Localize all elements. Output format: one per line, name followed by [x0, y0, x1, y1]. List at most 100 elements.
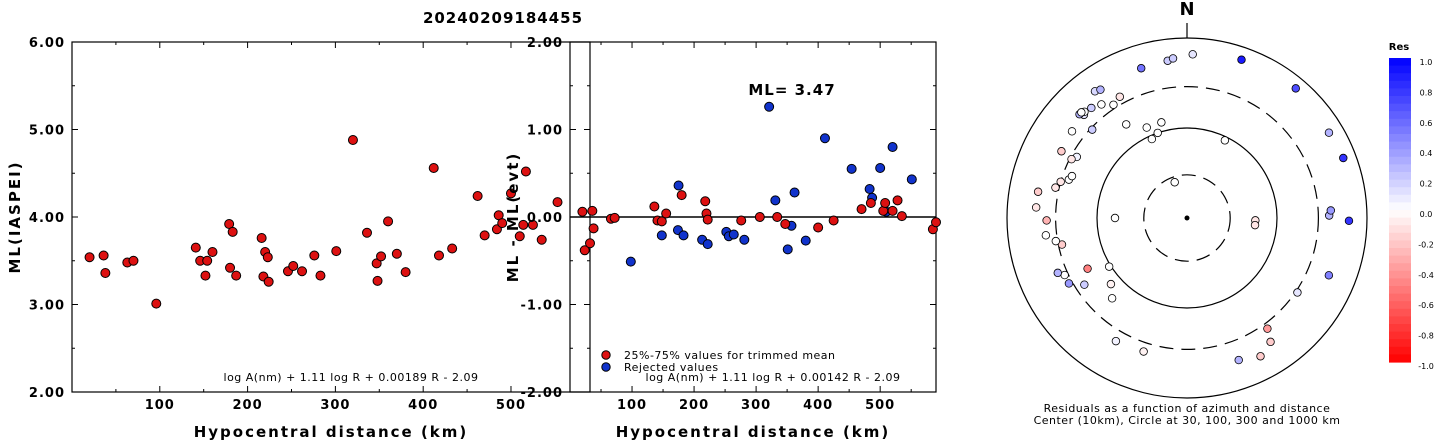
epicenter-dot — [1184, 215, 1190, 221]
data-point — [151, 298, 162, 309]
colorbar-tick-label: -0.4 — [1418, 271, 1434, 280]
station-residual-point — [1111, 336, 1121, 346]
colorbar-segment — [1389, 73, 1411, 82]
station-residual-point — [1137, 64, 1146, 73]
colorbar-segment — [1389, 293, 1411, 302]
colorbar-segment — [1389, 240, 1411, 249]
station-residual-point — [1256, 352, 1265, 361]
x-axis-label: Hypocentral distance (km) — [616, 423, 891, 441]
station-residual-point — [1115, 92, 1125, 101]
rejected-point — [906, 174, 917, 185]
data-point — [128, 255, 139, 266]
station-residual-point — [1057, 147, 1066, 156]
rejected-point — [702, 239, 713, 250]
trimmed-mean-point — [656, 216, 667, 227]
data-point — [376, 251, 387, 262]
station-residual-point — [1220, 136, 1230, 145]
data-point — [447, 243, 458, 254]
data-point — [227, 226, 238, 237]
station-residual-point — [1067, 127, 1077, 136]
station-residual-point — [1263, 324, 1272, 333]
colorbar-segment — [1389, 316, 1411, 325]
y-tick-label: -1.00 — [521, 299, 563, 314]
station-residual-point — [1064, 279, 1074, 288]
data-point — [536, 234, 547, 245]
station-residual-point — [1096, 85, 1105, 94]
colorbar-title: Res — [1389, 42, 1409, 53]
station-residual-point — [1339, 153, 1348, 163]
colorbar-tick-label: 0.6 — [1420, 119, 1433, 128]
y-axis-label: ML - ML(evt) — [504, 152, 522, 282]
data-point — [202, 255, 213, 266]
data-point — [527, 219, 538, 230]
rejected-point — [625, 256, 636, 267]
rejected-point — [728, 229, 739, 240]
legend-marker — [601, 350, 611, 360]
rejected-point — [782, 244, 793, 255]
x-tick-label: 200 — [679, 398, 709, 413]
station-residual-point — [1067, 171, 1077, 181]
rejected-point — [739, 234, 750, 245]
trimmed-mean-point — [577, 206, 588, 217]
data-point — [391, 248, 402, 259]
data-point — [200, 270, 211, 281]
colorbar-tick-label: 0.4 — [1420, 149, 1433, 158]
colorbar-segment — [1389, 232, 1411, 241]
colorbar-tick-label: -0.8 — [1418, 332, 1434, 341]
data-point — [331, 246, 342, 257]
formula-label: log A(nm) + 1.11 log R + 0.00189 R - 2.0… — [224, 371, 479, 384]
colorbar-segment — [1389, 308, 1411, 317]
station-residual-point — [1087, 103, 1096, 113]
data-point — [347, 135, 358, 145]
station-residual-point — [1291, 84, 1300, 93]
station-residual-point — [1106, 279, 1116, 289]
data-point — [479, 230, 490, 241]
data-point — [207, 247, 218, 257]
data-point — [585, 238, 595, 249]
station-residual-point — [1122, 120, 1131, 129]
colorbar-segment — [1389, 339, 1411, 348]
station-residual-point — [1326, 206, 1336, 215]
rejected-point — [656, 230, 667, 241]
colorbar-segment — [1389, 134, 1411, 143]
colorbar-tick-label: 0.0 — [1420, 210, 1433, 219]
colorbar-segment — [1389, 194, 1411, 203]
colorbar-segment — [1389, 202, 1411, 211]
station-residual-point — [1250, 220, 1260, 230]
colorbar-segment — [1389, 248, 1411, 257]
trimmed-mean-point — [931, 217, 941, 228]
data-point — [361, 227, 372, 238]
rejected-point — [678, 230, 689, 241]
station-residual-point — [1157, 118, 1166, 127]
station-residual-point — [1107, 294, 1117, 303]
colorbar-segment — [1389, 217, 1411, 226]
data-point — [262, 252, 273, 263]
station-residual-point — [1088, 125, 1097, 134]
rejected-point — [800, 235, 811, 246]
rejected-point — [770, 195, 781, 206]
colorbar-segment — [1389, 172, 1411, 181]
trimmed-mean-point — [892, 195, 903, 206]
ml-vs-distance-panel: 100 200 300 400 500 2.00 3.00 4.00 5.00 6.00 Hypoc… — [6, 36, 595, 441]
trimmed-mean-point — [772, 212, 783, 222]
ring-100km — [1096, 127, 1278, 309]
formula-label: log A(nm) + 1.11 log R + 0.00142 R - 2.0… — [646, 371, 901, 384]
data-point — [518, 219, 529, 230]
map-caption-line2: Center (10km), Circle at 30, 100, 300 an… — [1034, 414, 1341, 427]
colorbar-segment — [1389, 179, 1411, 188]
legend-label: 25%-75% values for trimmed mean — [624, 349, 836, 362]
colorbar-segment — [1389, 65, 1411, 74]
y-tick-label: 1.00 — [527, 124, 563, 139]
station-residual-point — [1237, 55, 1246, 64]
trimmed-mean-point — [865, 198, 876, 208]
colorbar-segment — [1389, 141, 1411, 150]
colorbar-segment — [1389, 118, 1411, 127]
colorbar-segment — [1389, 286, 1411, 295]
station-residual-point — [1077, 108, 1086, 117]
data-point — [383, 216, 394, 227]
data-point — [400, 267, 411, 278]
y-tick-label: -2.00 — [521, 386, 563, 401]
x-tick-label: 300 — [741, 398, 771, 413]
trimmed-mean-point — [813, 222, 824, 233]
